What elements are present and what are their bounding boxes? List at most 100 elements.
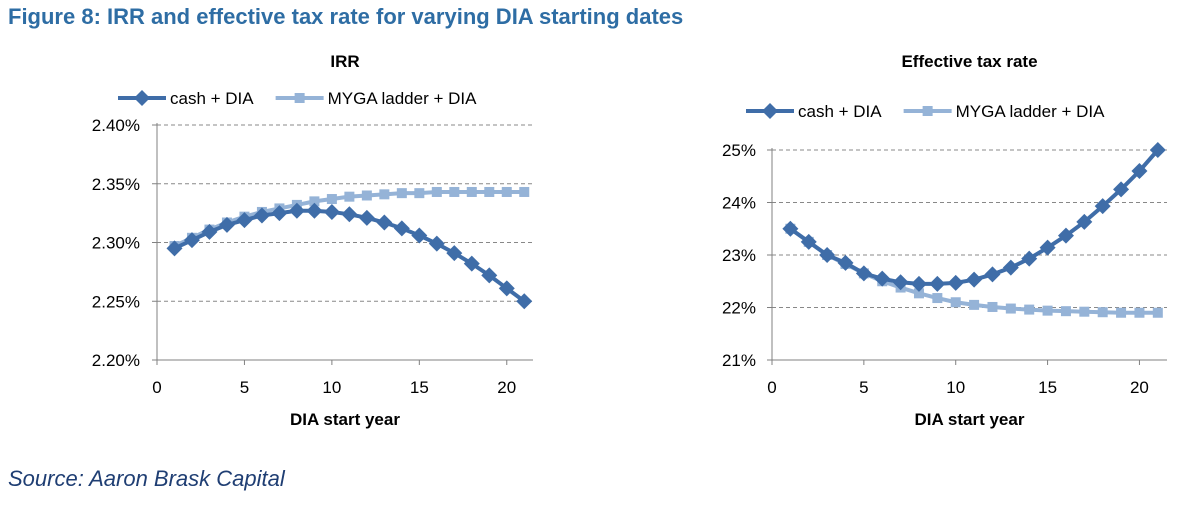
legend-label: MYGA ladder + DIA [956,102,1105,121]
data-point [1134,307,1145,318]
x-tick-label: 20 [497,378,516,397]
series-cash-dia [782,142,1166,292]
legend-item: MYGA ladder + DIA [275,89,477,108]
data-point [501,186,512,197]
data-point [446,245,463,262]
legend-item: MYGA ladder + DIA [903,102,1105,121]
data-point [874,270,891,287]
data-point [484,186,495,197]
data-point [913,288,924,299]
data-point [253,207,270,224]
y-tick-label: 2.35% [92,175,140,194]
data-point [1039,239,1056,256]
data-point [1076,213,1093,230]
data-point [987,301,998,312]
x-tick-label: 5 [859,378,868,397]
data-point [323,203,340,220]
data-point [218,216,235,233]
data-point [201,223,218,240]
legend-marker [762,103,778,119]
data-point [1060,306,1071,317]
legend-marker [294,93,305,103]
x-tick-label: 0 [767,378,776,397]
data-point [271,205,288,222]
legend-marker [134,90,150,106]
x-axis-label: DIA start year [915,410,1025,429]
legend-label: MYGA ladder + DIA [328,89,477,108]
data-point [1002,259,1019,276]
data-point [1131,163,1148,179]
data-point [358,209,375,226]
data-point [950,297,961,308]
data-point [782,220,799,237]
data-point [892,274,909,291]
y-tick-label: 21% [722,351,756,370]
data-point [376,214,393,231]
y-tick-label: 2.20% [92,351,140,370]
data-point [341,206,358,223]
series-cash-dia [166,202,533,310]
x-tick-label: 10 [322,378,341,397]
legend-item: cash + DIA [118,89,254,108]
data-point [449,186,460,197]
y-tick-label: 2.40% [92,116,140,135]
legend: cash + DIA MYGA ladder + DIA [746,102,1105,121]
data-point [947,274,964,291]
data-point [819,247,836,263]
chart-title: Effective tax rate [901,52,1037,71]
chart-title: IRR [330,52,359,71]
y-tick-label: 24% [722,194,756,213]
legend-item: cash + DIA [746,102,882,121]
legend-label: cash + DIA [798,102,882,121]
data-point [837,254,854,271]
data-point [396,188,407,199]
figure-title: Figure 8: IRR and effective tax rate for… [8,4,684,29]
data-point [966,271,983,288]
data-point [393,220,410,237]
series-myga-ladder-dia [785,223,1163,318]
data-point [166,240,183,257]
x-tick-label: 15 [1038,378,1057,397]
data-point [984,266,1001,283]
irr-chart: IRR 2.20% 2.25% 2.30% 2.35% 2.40% 0 5 10 15 20 DIA … [92,52,533,429]
tax-rate-chart: Effective tax rate 21% 22% 23% 24% 25% 0 5 10 15 2… [722,52,1167,429]
data-point [1097,307,1108,318]
legend-marker [922,106,933,116]
legend-label: cash + DIA [170,89,254,108]
data-point [519,186,530,197]
data-point [1113,181,1130,198]
data-point [288,202,305,219]
x-tick-label: 20 [1130,378,1149,397]
data-point [411,227,428,244]
data-point [344,191,355,202]
legend: cash + DIA MYGA ladder + DIA [118,89,477,108]
data-point [326,194,337,205]
data-point [466,186,477,197]
data-point [516,293,533,310]
data-point [1021,250,1038,267]
data-point [309,196,320,207]
data-point [431,186,442,197]
y-tick-label: 2.30% [92,234,140,253]
x-tick-label: 15 [410,378,429,397]
y-tick-label: 23% [722,246,756,265]
data-point [969,299,980,310]
y-tick-label: 2.25% [92,292,140,311]
data-point [929,275,946,292]
data-point [481,267,498,284]
data-point [1094,198,1111,215]
data-point [1042,305,1053,316]
data-point [361,190,372,201]
x-tick-label: 5 [240,378,249,397]
x-tick-label: 10 [946,378,965,397]
data-point [1116,307,1127,318]
x-axis-label: DIA start year [290,410,400,429]
y-tick-label: 25% [722,141,756,160]
data-point [463,255,480,272]
x-tick-label: 0 [152,378,161,397]
data-point [932,293,943,304]
data-point [1149,142,1166,158]
data-point [414,188,425,199]
data-point [910,275,927,292]
data-point [1057,227,1074,244]
